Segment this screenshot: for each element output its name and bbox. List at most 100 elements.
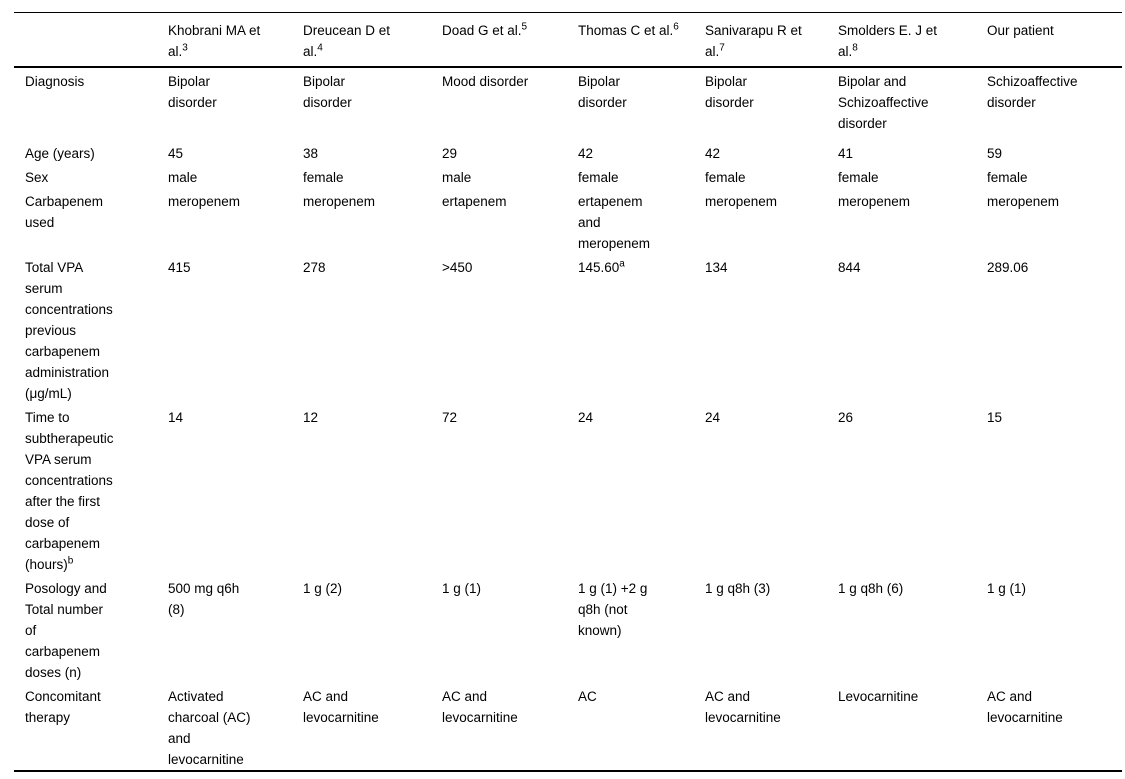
row-label: Time to subtherapeutic VPA serum concent… — [14, 404, 168, 575]
table-row-carbapenem-used: Carbapenem used meropenem meropenem erta… — [14, 188, 1122, 254]
row-label: Concomitant therapy — [25, 688, 101, 725]
table-cell: Bipolar disorder — [168, 73, 217, 110]
table-cell: 72 — [442, 409, 458, 425]
table-cell: 59 — [987, 145, 1003, 161]
table-cell: 1 g q8h (6) — [838, 580, 904, 596]
column-header-label: Khobrani MA et al. — [168, 23, 261, 59]
table-cell: Activated charcoal (AC) and levocarnitin… — [168, 688, 251, 767]
row-label: Age (years) — [25, 145, 95, 161]
table-row-time-to-subtherapeutic: Time to subtherapeutic VPA serum concent… — [14, 404, 1122, 575]
reference-superscript: 4 — [317, 42, 323, 54]
table-cell: 1 g q8h (3) — [705, 580, 771, 596]
row-label-text: Time to subtherapeutic VPA serum concent… — [25, 409, 114, 572]
column-header-smolders: Smolders E. J et al.8 — [838, 13, 987, 67]
table-cell: 1 g (1) +2 g q8h (not known) — [578, 580, 648, 638]
table-cell: AC and levocarnitine — [442, 688, 518, 725]
row-label: Posology and Total number of carbapenem … — [25, 580, 107, 680]
table-cell: 1 g (1) — [987, 580, 1027, 596]
table-cell: 42 — [705, 145, 721, 161]
column-header-label: Doad G et al. — [442, 23, 522, 38]
comparison-table: Khobrani MA et al.3 Dreucean D et al.4 D… — [14, 12, 1122, 772]
footnote-superscript: b — [67, 555, 74, 566]
table-cell: 289.06 — [987, 259, 1029, 275]
table-cell: 415 — [168, 259, 191, 275]
table-cell: 1 g (2) — [303, 580, 343, 596]
row-label: Diagnosis — [25, 73, 85, 89]
table-cell: >450 — [442, 259, 473, 275]
table-cell: meropenem — [838, 193, 911, 209]
reference-superscript: 3 — [182, 42, 188, 54]
table-row-diagnosis: Diagnosis Bipolar disorder Bipolar disor… — [14, 67, 1122, 140]
header-row: Khobrani MA et al.3 Dreucean D et al.4 D… — [14, 13, 1122, 67]
reference-superscript: 5 — [521, 21, 528, 33]
column-header-sanivarapu: Sanivarapu R et al.7 — [705, 13, 838, 67]
table-cell: ertapenem — [442, 193, 507, 209]
table-cell: AC — [578, 688, 597, 704]
column-header-doad: Doad G et al.5 — [442, 13, 578, 67]
table-cell: 278 — [303, 259, 326, 275]
column-header-label: Smolders E. J et al. — [838, 23, 938, 59]
column-header-thomas: Thomas C et al.6 — [578, 13, 705, 67]
row-label: Carbapenem used — [25, 193, 104, 230]
table-cell: 15 — [987, 409, 1003, 425]
table-cell: Levocarnitine — [838, 688, 919, 704]
table-cell: 24 — [705, 409, 721, 425]
table-cell: 145.60a — [578, 254, 705, 404]
column-header-label: Sanivarapu R et al. — [705, 23, 802, 59]
table-cell: Mood disorder — [442, 73, 529, 89]
table-cell: Bipolar disorder — [578, 73, 627, 110]
table-cell: 14 — [168, 409, 184, 425]
table-cell: AC and levocarnitine — [303, 688, 379, 725]
table-cell: 29 — [442, 145, 458, 161]
column-header-label: Our patient — [987, 23, 1054, 38]
table-cell: female — [578, 169, 619, 185]
table-cell: 24 — [578, 409, 594, 425]
table-cell: 134 — [705, 259, 728, 275]
reference-superscript: 7 — [719, 42, 725, 54]
table-cell: AC and levocarnitine — [987, 688, 1063, 725]
table-cell: Bipolar disorder — [705, 73, 754, 110]
table-cell: meropenem — [705, 193, 778, 209]
table-cell: 42 — [578, 145, 594, 161]
table-cell: male — [168, 169, 198, 185]
footnote-superscript: a — [619, 258, 625, 269]
table-cell: Bipolar disorder — [303, 73, 352, 110]
column-header-our-patient: Our patient — [987, 13, 1122, 67]
row-label: Total VPA serum concentrations previous … — [25, 259, 113, 401]
table-cell: female — [987, 169, 1028, 185]
table-cell: female — [705, 169, 746, 185]
table-cell: 38 — [303, 145, 319, 161]
table-cell: meropenem — [303, 193, 376, 209]
table-cell: 1 g (1) — [442, 580, 482, 596]
table-cell: meropenem — [987, 193, 1060, 209]
table-row-total-vpa: Total VPA serum concentrations previous … — [14, 254, 1122, 404]
table-cell: AC and levocarnitine — [705, 688, 781, 725]
table-cell: Schizoaffective disorder — [987, 73, 1078, 110]
column-header-corner — [14, 13, 168, 67]
table-cell: Bipolar and Schizoaffective disorder — [838, 73, 929, 131]
table-cell: 500 mg q6h (8) — [168, 580, 240, 617]
table-cell: meropenem — [168, 193, 241, 209]
table-cell: female — [303, 169, 344, 185]
table-row-sex: Sex male female male female female femal… — [14, 164, 1122, 188]
table-cell: male — [442, 169, 472, 185]
table-cell: 26 — [838, 409, 854, 425]
column-header-dreucean: Dreucean D et al.4 — [303, 13, 442, 67]
reference-superscript: 8 — [852, 42, 858, 54]
column-header-khobrani: Khobrani MA et al.3 — [168, 13, 303, 67]
table-cell: 12 — [303, 409, 319, 425]
table-cell: ertapenem and meropenem — [578, 193, 651, 251]
cell-value: 145.60 — [578, 259, 620, 275]
table-cell: 844 — [838, 259, 861, 275]
row-label: Sex — [25, 169, 49, 185]
column-header-label: Thomas C et al. — [578, 23, 674, 38]
column-header-label: Dreucean D et al. — [303, 23, 391, 59]
table-row-age: Age (years) 45 38 29 42 42 41 59 — [14, 140, 1122, 164]
table-row-concomitant-therapy: Concomitant therapy Activated charcoal (… — [14, 683, 1122, 771]
table-row-posology: Posology and Total number of carbapenem … — [14, 575, 1122, 683]
table-cell: 45 — [168, 145, 184, 161]
table-cell: female — [838, 169, 879, 185]
table-cell: 41 — [838, 145, 854, 161]
reference-superscript: 6 — [673, 21, 679, 33]
